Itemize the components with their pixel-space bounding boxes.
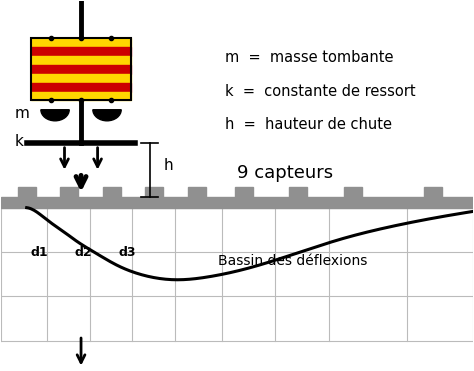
Bar [31, 37, 131, 101]
Bar [188, 187, 206, 197]
Bar [31, 73, 131, 82]
Bar [290, 187, 308, 197]
Bar [146, 187, 163, 197]
Bar [31, 82, 131, 92]
Bar [424, 187, 442, 197]
Bar [31, 56, 131, 65]
Text: h: h [164, 158, 173, 173]
Text: m: m [15, 106, 30, 121]
Text: 9 capteurs: 9 capteurs [237, 164, 333, 181]
Bar [31, 37, 131, 47]
Text: d2: d2 [74, 246, 92, 259]
Bar [31, 65, 131, 73]
Bar [18, 187, 36, 197]
Bar [235, 187, 253, 197]
Text: d1: d1 [31, 246, 48, 259]
Text: d3: d3 [118, 246, 136, 259]
Bar [344, 187, 362, 197]
Wedge shape [93, 110, 121, 121]
Bar [103, 187, 121, 197]
Bar [0, 197, 474, 208]
Bar [31, 47, 131, 56]
Bar [31, 92, 131, 101]
Text: k  =  constante de ressort: k = constante de ressort [225, 84, 416, 99]
Text: m  =  masse tombante: m = masse tombante [225, 50, 394, 66]
Text: h  =  hauteur de chute: h = hauteur de chute [225, 117, 392, 132]
Text: k: k [15, 134, 24, 150]
Text: Bassin des déflexions: Bassin des déflexions [218, 254, 367, 268]
Bar [60, 187, 78, 197]
Wedge shape [41, 110, 69, 121]
